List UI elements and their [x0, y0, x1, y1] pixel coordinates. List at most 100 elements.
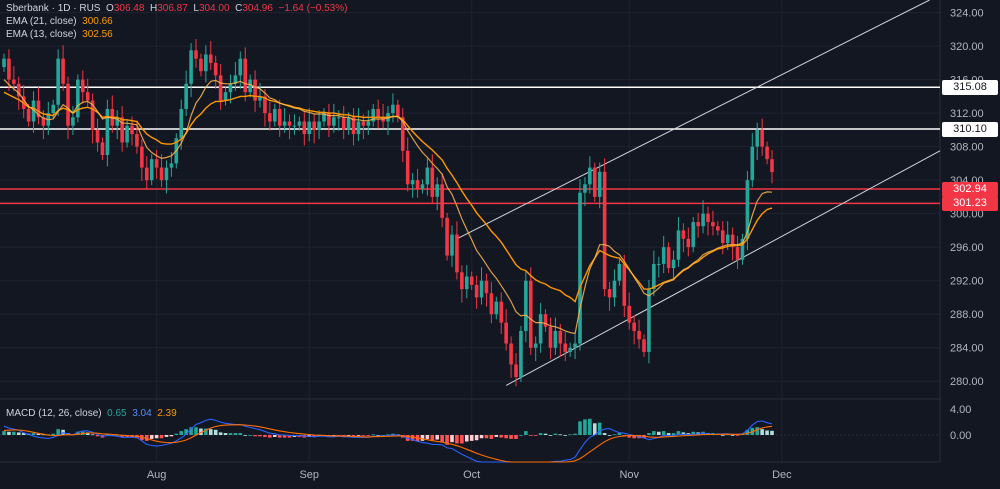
candle-body: [130, 125, 134, 135]
macd-histogram-bar: [553, 433, 558, 435]
macd-histogram-bar: [652, 431, 656, 435]
symbol-label[interactable]: Sberbank · 1D · RUS: [6, 3, 101, 14]
candle-body: [327, 113, 331, 126]
macd-histogram-bar: [479, 435, 484, 439]
candle-body: [533, 343, 538, 348]
candle-body: [199, 58, 203, 72]
macd-histogram-bar: [120, 435, 124, 437]
candle-body: [460, 272, 464, 290]
macd-histogram-bar: [76, 431, 80, 435]
price-tick-label: 320.00: [950, 41, 984, 53]
macd-histogram-bar: [770, 430, 774, 435]
level-price-tag: 301.23: [942, 195, 998, 211]
macd-histogram-bar: [533, 435, 538, 436]
candle-body: [194, 50, 198, 59]
high-value: 306.87: [157, 3, 188, 14]
candle-body: [248, 79, 252, 93]
candle-body: [179, 108, 184, 139]
macd-histogram-bar: [735, 435, 740, 436]
candle-body: [455, 234, 459, 273]
time-tick-label: Sep: [299, 469, 319, 481]
candle-body: [361, 121, 366, 126]
candle-body: [637, 330, 641, 340]
candle-body: [514, 364, 518, 378]
ema13-legend[interactable]: EMA (13, close) 302.56: [6, 28, 113, 41]
high-label: H: [149, 3, 158, 14]
candle-body: [676, 230, 681, 260]
candle-body: [16, 83, 21, 97]
level-price-tag: 315.08: [942, 79, 998, 95]
macd-histogram-bar: [51, 433, 56, 435]
macd-histogram-bar: [671, 433, 676, 435]
open-value: 306.48: [113, 3, 145, 14]
price-tick-label: 284.00: [950, 343, 984, 355]
macd-histogram-bar: [489, 435, 494, 439]
candle-body: [184, 83, 188, 109]
trend-channel[interactable]: [456, 0, 941, 386]
candle-body: [376, 108, 380, 118]
ema21-legend[interactable]: EMA (21, close) 300.66: [6, 15, 113, 28]
candle-body: [509, 343, 513, 365]
change-value: −1.64 (−0.53%): [278, 3, 348, 14]
candle-body: [632, 322, 636, 331]
candle-body: [400, 117, 405, 151]
candle-body: [647, 289, 651, 352]
candle-body: [41, 117, 46, 126]
candle-body: [105, 108, 110, 156]
candle-body: [440, 184, 444, 218]
price-tick-label: 292.00: [950, 276, 984, 288]
macd-histogram-bar: [258, 435, 262, 437]
macd-histogram-bar: [514, 435, 518, 439]
macd-hist-value: 0.65: [107, 408, 127, 419]
macd-histogram-bar: [420, 435, 425, 441]
candle-body: [125, 125, 129, 143]
candle-body: [56, 58, 60, 105]
candle-body: [420, 184, 425, 189]
macd-histogram-bar: [578, 421, 582, 435]
candle-body: [602, 171, 607, 290]
candle-body: [627, 305, 632, 323]
macd-histogram-bar: [361, 435, 366, 436]
candle-body: [115, 117, 120, 126]
channel-upper-line: [456, 0, 930, 240]
macd-histogram-bar: [755, 427, 760, 435]
macd-legend[interactable]: MACD (12, 26, close) 0.65 3.04 2.39: [6, 407, 177, 420]
macd-histogram-bar: [228, 433, 233, 435]
price-tick-label: 324.00: [950, 8, 984, 20]
candle-body: [149, 159, 154, 181]
candle-body: [164, 167, 169, 181]
candle-body: [31, 100, 36, 122]
macd-histogram-bar: [154, 435, 159, 439]
candle-body: [765, 146, 769, 160]
candle-body: [430, 167, 435, 197]
candle-body: [213, 62, 218, 76]
candle-body: [583, 184, 587, 193]
candle-body: [26, 108, 31, 122]
candle-body: [189, 50, 193, 84]
macd-histogram-bar: [656, 431, 661, 435]
macd-histogram-bar: [528, 435, 533, 436]
candle-body: [351, 117, 356, 135]
candle-body: [85, 92, 90, 101]
candle-body: [750, 146, 755, 181]
ema13-label: EMA (13, close): [6, 29, 77, 40]
candle-body: [740, 238, 745, 260]
macd-histogram-bar: [174, 433, 179, 435]
candle-body: [169, 163, 174, 168]
candle-body: [263, 96, 267, 114]
macd-histogram-bar: [149, 435, 154, 439]
macd-histogram-bar: [450, 435, 454, 443]
candle-body: [612, 280, 617, 298]
candle-body: [622, 263, 627, 306]
candle-body: [755, 129, 760, 147]
macd-histogram-bar: [381, 435, 385, 436]
candle-body: [553, 330, 558, 348]
macd-histogram-bar: [233, 433, 238, 435]
candle-body: [410, 180, 415, 185]
macd-histogram-bar: [765, 430, 769, 435]
candle-body: [706, 213, 710, 223]
macd-histogram-bar: [7, 431, 11, 435]
candle-body: [469, 276, 474, 285]
macd-histogram-bar: [189, 427, 193, 435]
